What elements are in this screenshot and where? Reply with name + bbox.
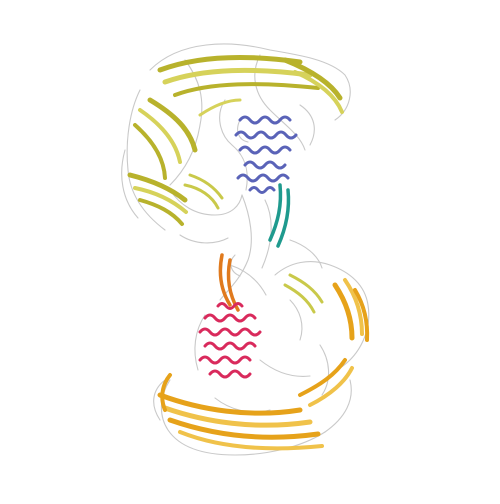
lower-gold-beta-sheet [157,273,370,451]
upper-olive-beta-sheet [127,54,344,226]
lower-crimson-helices [198,302,262,379]
orange-linker-strands [218,253,240,312]
upper-blue-helices [234,115,298,194]
teal-linker-strands [268,183,291,248]
